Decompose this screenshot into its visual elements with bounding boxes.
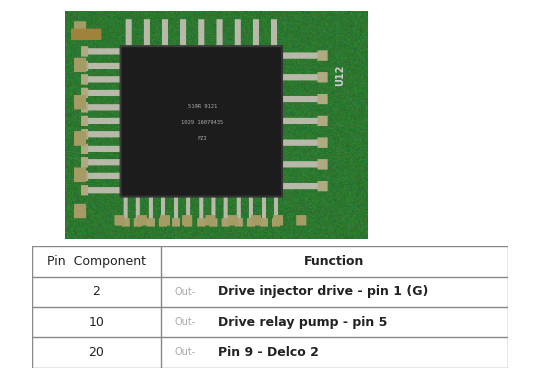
Text: Function: Function xyxy=(304,255,365,268)
Text: Pin 9 - Delco 2: Pin 9 - Delco 2 xyxy=(218,346,319,359)
Text: U12: U12 xyxy=(335,64,345,86)
Text: Drive injector drive - pin 1 (G): Drive injector drive - pin 1 (G) xyxy=(218,285,428,298)
Text: FZI: FZI xyxy=(198,136,207,141)
Text: 10: 10 xyxy=(89,316,104,329)
Text: 1029 16079435: 1029 16079435 xyxy=(181,120,224,125)
Text: Out-: Out- xyxy=(175,317,196,327)
Text: Drive relay pump - pin 5: Drive relay pump - pin 5 xyxy=(218,316,387,329)
Text: 2: 2 xyxy=(93,285,100,298)
Text: Out-: Out- xyxy=(175,287,196,297)
Text: Out-: Out- xyxy=(175,348,196,357)
Text: 519R 9121: 519R 9121 xyxy=(188,104,217,110)
Text: 20: 20 xyxy=(89,346,104,359)
Text: Pin  Component: Pin Component xyxy=(47,255,146,268)
